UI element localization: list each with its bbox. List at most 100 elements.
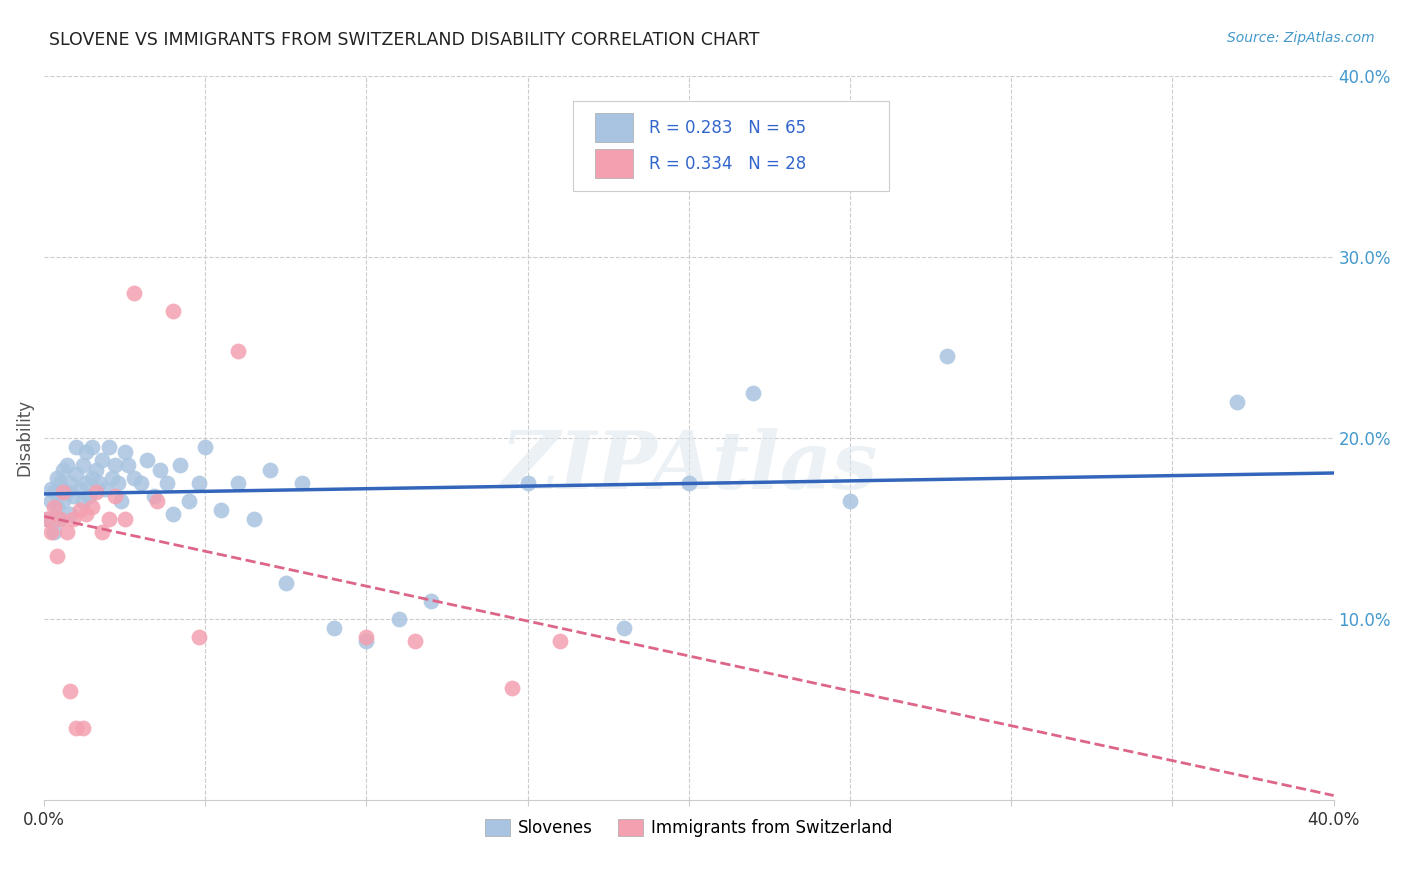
Point xyxy=(82,440,104,454)
Point xyxy=(404,633,426,648)
Point xyxy=(420,594,443,608)
Point xyxy=(1226,394,1249,409)
Point xyxy=(55,485,77,500)
Point xyxy=(65,467,87,481)
Point xyxy=(501,681,523,695)
Point xyxy=(82,471,104,485)
Point xyxy=(42,500,65,514)
Point xyxy=(72,721,94,735)
Point xyxy=(388,612,411,626)
Point xyxy=(149,463,172,477)
Point xyxy=(104,458,127,472)
Legend: Slovenes, Immigrants from Switzerland: Slovenes, Immigrants from Switzerland xyxy=(478,813,900,844)
Point xyxy=(59,476,82,491)
Point xyxy=(142,489,165,503)
Point xyxy=(59,684,82,698)
Text: R = 0.334   N = 28: R = 0.334 N = 28 xyxy=(650,155,806,173)
Text: SLOVENE VS IMMIGRANTS FROM SWITZERLAND DISABILITY CORRELATION CHART: SLOVENE VS IMMIGRANTS FROM SWITZERLAND D… xyxy=(49,31,759,49)
Point xyxy=(242,512,264,526)
Point xyxy=(356,633,378,648)
Point xyxy=(548,633,571,648)
Text: Source: ZipAtlas.com: Source: ZipAtlas.com xyxy=(1227,31,1375,45)
Point xyxy=(46,500,69,514)
Point xyxy=(187,630,209,644)
Point xyxy=(274,575,297,590)
Point xyxy=(194,440,217,454)
Point xyxy=(75,507,97,521)
Point xyxy=(104,489,127,503)
Point xyxy=(37,512,59,526)
Point xyxy=(935,349,957,363)
Point xyxy=(162,304,184,318)
Point xyxy=(84,485,107,500)
Point xyxy=(52,494,75,508)
Point xyxy=(37,512,59,526)
Point xyxy=(49,512,72,526)
Point xyxy=(55,524,77,539)
Point xyxy=(839,494,862,508)
Point xyxy=(91,452,114,467)
Point xyxy=(162,507,184,521)
Point xyxy=(742,385,765,400)
Point xyxy=(42,524,65,539)
Point xyxy=(49,476,72,491)
Point xyxy=(259,463,281,477)
Text: ZIPAtlas: ZIPAtlas xyxy=(501,428,877,506)
Point xyxy=(65,440,87,454)
Point xyxy=(72,494,94,508)
Point xyxy=(52,485,75,500)
Point xyxy=(114,512,136,526)
Point xyxy=(62,512,84,526)
Point xyxy=(129,476,152,491)
Point xyxy=(39,494,62,508)
Point xyxy=(516,476,538,491)
Point xyxy=(65,721,87,735)
Text: R = 0.283   N = 65: R = 0.283 N = 65 xyxy=(650,119,806,136)
Point xyxy=(291,476,314,491)
Point xyxy=(613,621,636,635)
Point xyxy=(82,500,104,514)
Point xyxy=(110,494,132,508)
Point xyxy=(114,445,136,459)
Point xyxy=(69,503,91,517)
Bar xyxy=(595,150,634,178)
Point xyxy=(97,440,120,454)
Point xyxy=(356,630,378,644)
Point xyxy=(52,463,75,477)
Point xyxy=(77,489,100,503)
Point xyxy=(187,476,209,491)
Point xyxy=(75,445,97,459)
Point xyxy=(97,512,120,526)
Point xyxy=(678,476,700,491)
Point xyxy=(146,494,169,508)
Point xyxy=(226,476,249,491)
Point xyxy=(75,476,97,491)
Point xyxy=(49,512,72,526)
Point xyxy=(72,458,94,472)
Point xyxy=(84,463,107,477)
Point xyxy=(46,471,69,485)
Bar xyxy=(595,113,634,142)
Point xyxy=(87,476,110,491)
Point xyxy=(39,482,62,496)
Point xyxy=(39,524,62,539)
Point xyxy=(46,549,69,563)
Point xyxy=(55,458,77,472)
Point xyxy=(323,621,346,635)
Point xyxy=(124,285,146,300)
Point xyxy=(69,482,91,496)
Point xyxy=(209,503,232,517)
Point xyxy=(169,458,191,472)
Point xyxy=(117,458,139,472)
Point xyxy=(179,494,201,508)
Point xyxy=(62,489,84,503)
FancyBboxPatch shape xyxy=(572,101,889,192)
Point xyxy=(107,476,129,491)
Point xyxy=(124,471,146,485)
Point xyxy=(101,471,124,485)
Point xyxy=(94,482,117,496)
Point xyxy=(226,343,249,358)
Point xyxy=(136,452,159,467)
Point xyxy=(59,507,82,521)
Point xyxy=(42,485,65,500)
